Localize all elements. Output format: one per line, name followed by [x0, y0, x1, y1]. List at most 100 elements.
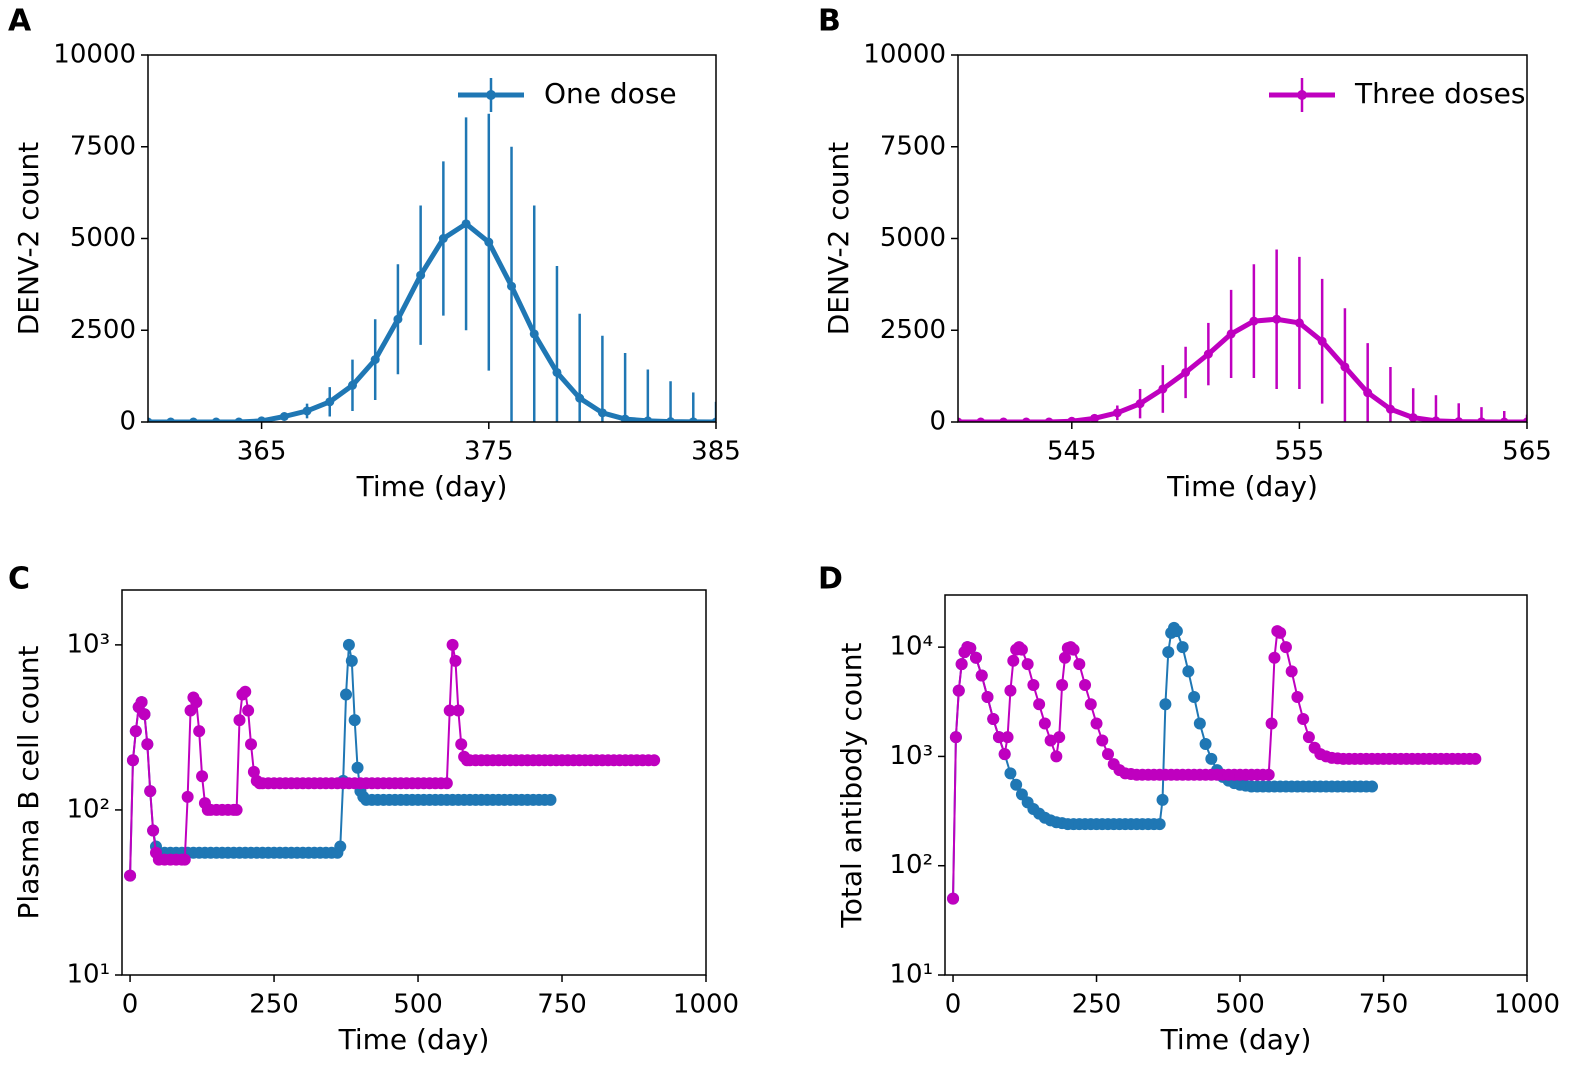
axes-frame: [957, 54, 1528, 423]
point: [1001, 731, 1014, 744]
x-axis-label: Time (day): [338, 1023, 490, 1056]
panel: D 0 250 500 750 1000 10¹ 10² 10³ 10⁴ Time (day) Tot…: [818, 562, 1560, 1057]
point: [370, 355, 380, 365]
point: [351, 761, 364, 774]
y-tick-label: 10¹: [889, 960, 933, 990]
point: [1044, 417, 1054, 422]
point: [992, 731, 1005, 744]
point: [575, 393, 585, 403]
x-tick-label: 0: [122, 990, 139, 1020]
axes-frame: [147, 54, 717, 423]
point: [230, 803, 243, 816]
point: [340, 688, 353, 701]
point: [443, 704, 456, 717]
point: [1112, 408, 1122, 418]
point: [455, 738, 468, 751]
point: [1090, 717, 1103, 730]
x-tick-label: 750: [537, 990, 587, 1020]
point: [1038, 717, 1051, 730]
point: [1203, 349, 1213, 359]
point: [1454, 417, 1464, 422]
point: [955, 658, 968, 671]
y-axis-label: DENV-2 count: [12, 142, 45, 336]
point: [449, 654, 462, 667]
axes-frame: [944, 594, 1528, 976]
point: [144, 785, 157, 798]
point: [688, 417, 698, 422]
point: [184, 704, 197, 717]
point: [461, 219, 471, 229]
point: [1193, 717, 1206, 730]
point: [597, 408, 607, 418]
y-axis-label: DENV-2 count: [822, 142, 855, 336]
point: [1096, 734, 1109, 747]
point: [1073, 658, 1086, 671]
x-axis-label: Time (day): [356, 470, 508, 503]
point: [1272, 314, 1282, 324]
point: [1067, 416, 1077, 422]
point: [1007, 654, 1020, 667]
point: [438, 234, 448, 243]
point: [233, 714, 246, 727]
point: [1469, 752, 1482, 765]
point: [484, 237, 494, 247]
y-tick-label: 0: [119, 407, 136, 437]
point: [1226, 329, 1236, 339]
point: [1265, 717, 1278, 730]
x-tick-label: 555: [1275, 437, 1325, 467]
point: [1317, 336, 1327, 346]
point: [981, 690, 994, 703]
x-axis-label: Time (day): [1160, 1023, 1312, 1056]
point: [1158, 384, 1168, 394]
legend-marker: [1297, 90, 1307, 100]
point: [124, 869, 137, 882]
point: [166, 417, 176, 422]
point: [1090, 413, 1100, 422]
point: [1199, 737, 1212, 750]
point: [529, 329, 539, 339]
panel-label: D: [818, 562, 843, 597]
x-tick-label: 375: [464, 437, 514, 467]
point: [141, 738, 154, 751]
panel: A 365 375 385 0 2500 5000 7500 10000 Time (day) DE…: [8, 4, 741, 504]
point: [178, 853, 191, 866]
point: [544, 793, 557, 806]
point: [1153, 818, 1166, 831]
point: [393, 314, 403, 324]
plot-area: [947, 621, 1482, 905]
x-tick-label: 500: [393, 990, 443, 1020]
point: [193, 725, 206, 738]
point: [129, 725, 142, 738]
series-line: [952, 626, 1373, 899]
point: [1058, 651, 1071, 664]
point: [1302, 731, 1315, 744]
point: [1188, 690, 1201, 703]
point: [347, 380, 357, 390]
point: [507, 281, 517, 291]
point: [1291, 690, 1304, 703]
point: [1522, 417, 1527, 422]
point: [1021, 658, 1034, 671]
point: [342, 638, 355, 651]
point: [643, 416, 653, 422]
point: [245, 738, 258, 751]
plot-area: [958, 249, 1527, 422]
point: [1004, 684, 1017, 697]
point: [1135, 399, 1145, 409]
y-tick-label: 10000: [863, 40, 946, 70]
point: [666, 417, 676, 422]
point: [969, 651, 982, 664]
y-tick-label: 10³: [889, 741, 933, 771]
point: [147, 824, 160, 837]
point: [1181, 367, 1191, 377]
point: [188, 417, 198, 422]
point: [1366, 780, 1379, 793]
panel-label: C: [8, 562, 30, 597]
x-tick-label: 385: [691, 437, 741, 467]
point: [196, 770, 209, 783]
point: [949, 731, 962, 744]
point: [964, 642, 977, 655]
point: [1056, 679, 1069, 692]
y-tick-label: 2500: [70, 315, 136, 345]
x-tick-label: 500: [1215, 990, 1265, 1020]
